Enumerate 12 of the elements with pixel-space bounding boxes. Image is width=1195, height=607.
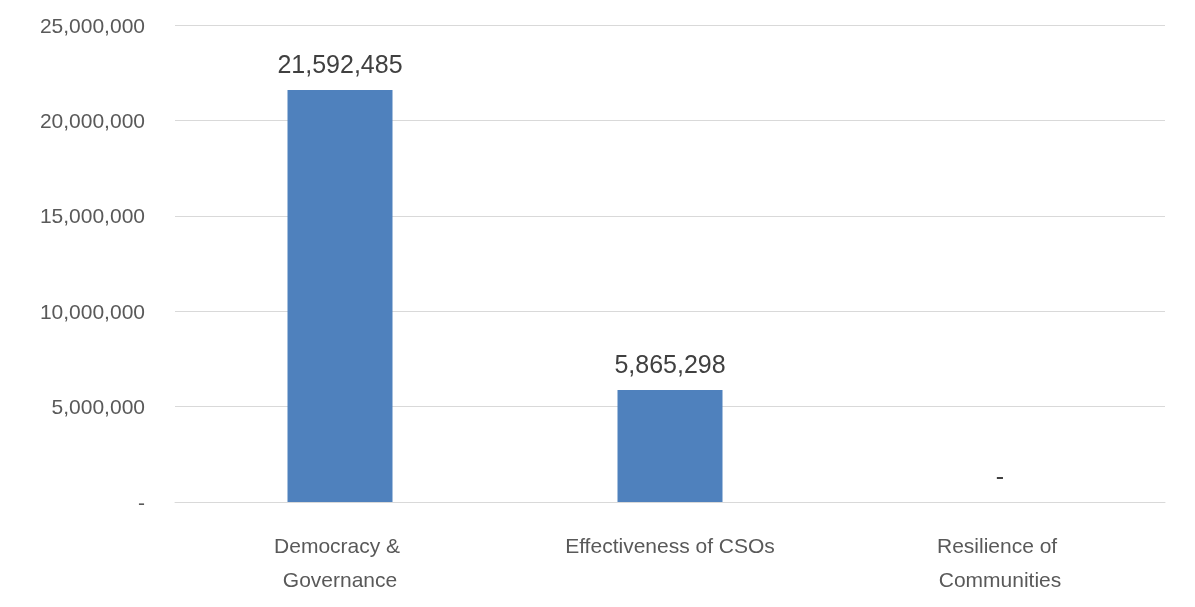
x-tick-label: Democracy & Governance	[274, 533, 406, 591]
y-tick-label: 5,000,000	[51, 395, 145, 419]
x-tick-label: Effectiveness of CSOs	[565, 533, 775, 557]
y-tick-label: 25,000,000	[39, 13, 145, 37]
data-label: -	[995, 461, 1005, 490]
x-tick-label: Resilience of Communities	[936, 533, 1064, 591]
y-tick-label: -	[138, 490, 145, 514]
y-tick-label: 10,000,000	[39, 299, 145, 323]
data-label: 5,865,298	[614, 349, 726, 378]
y-tick-label: 15,000,000	[39, 204, 145, 228]
y-tick-label: 20,000,000	[39, 108, 145, 132]
data-label: 21,592,485	[277, 49, 403, 78]
